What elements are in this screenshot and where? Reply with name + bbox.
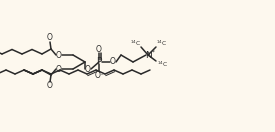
Text: O: O bbox=[96, 44, 102, 53]
Text: O: O bbox=[47, 34, 53, 43]
Text: O: O bbox=[85, 65, 91, 74]
Text: *: * bbox=[152, 50, 155, 55]
Text: N: N bbox=[145, 51, 151, 60]
Text: O: O bbox=[110, 56, 116, 65]
Text: O: O bbox=[56, 51, 62, 60]
Text: O: O bbox=[56, 65, 62, 74]
Text: $^{14}$C: $^{14}$C bbox=[130, 38, 142, 48]
Text: O: O bbox=[47, 81, 53, 91]
Text: O⁻: O⁻ bbox=[95, 70, 105, 79]
Text: P: P bbox=[96, 58, 102, 67]
Text: $^{14}$C: $^{14}$C bbox=[157, 59, 169, 69]
Text: $^{14}$C: $^{14}$C bbox=[156, 38, 167, 48]
